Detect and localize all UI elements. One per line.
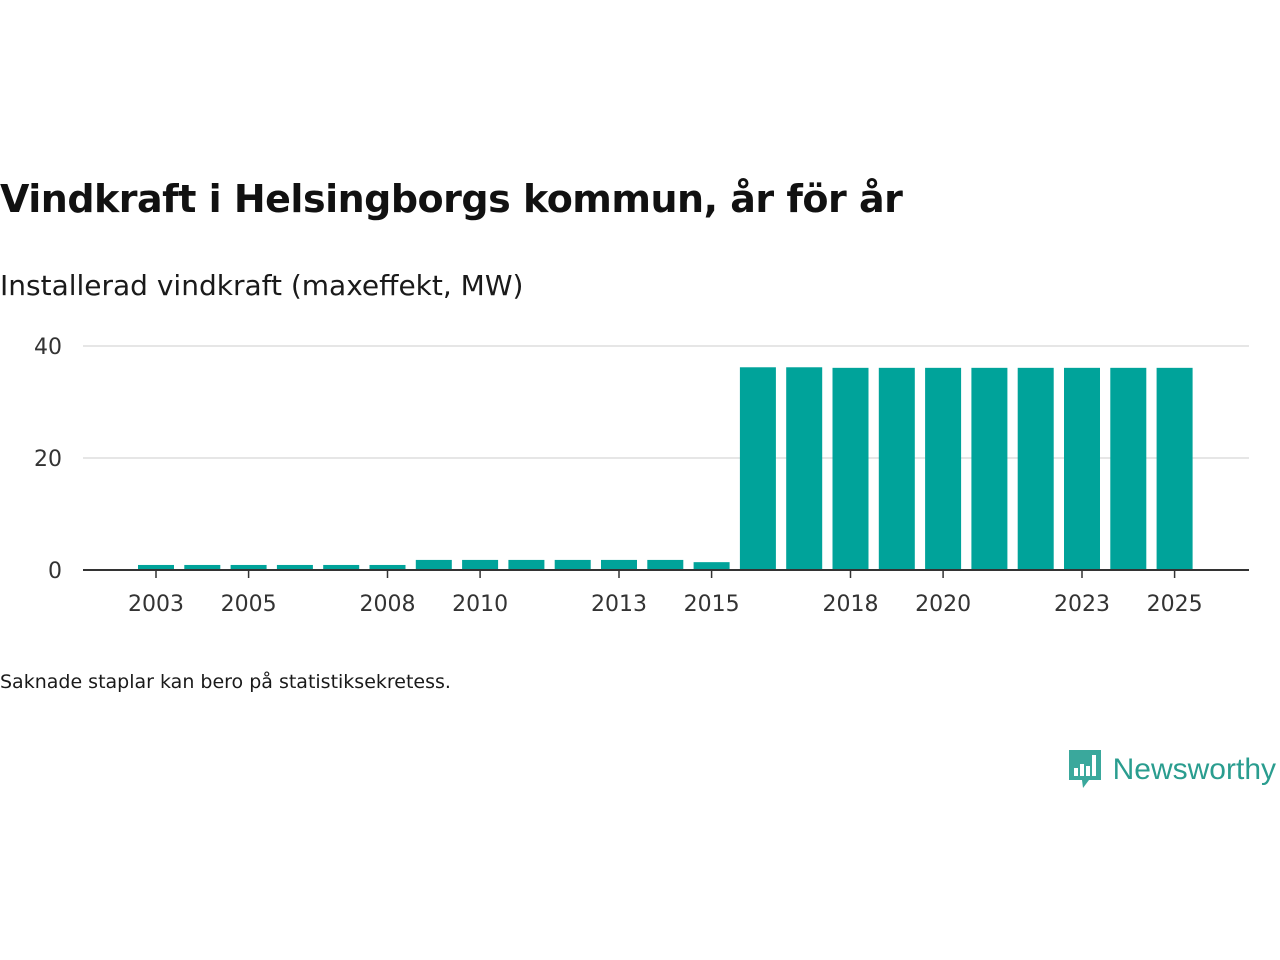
y-tick-label: 40 [34,335,62,360]
bar-2005[interactable] [230,564,267,570]
x-tick-label: 2008 [360,592,416,617]
bar-2008[interactable] [369,564,406,570]
bar-2003[interactable] [138,564,174,570]
bar-2006[interactable] [276,564,313,570]
bar-2009[interactable] [415,559,452,570]
bar-2010[interactable] [462,559,499,570]
bar-2012[interactable] [554,559,591,570]
bar-2021[interactable] [971,367,1008,570]
bars [138,367,1193,570]
x-axis-tick-labels: 2003 2005 2008 2010 2013 2015 2018 2020 2023 2025 [128,592,1203,617]
x-tick-label: 2013 [591,592,647,617]
bar-2014[interactable] [647,559,684,570]
bar-2007[interactable] [323,564,360,570]
x-tick-label: 2015 [684,592,740,617]
x-tick-label: 2025 [1147,592,1203,617]
x-axis [83,569,1249,578]
bar-2013[interactable] [601,559,637,570]
x-tick-label: 2020 [915,592,971,617]
gridlines [83,345,1249,459]
x-tick-label: 2005 [221,592,277,617]
brand-name: Newsworthy [1112,753,1276,786]
bar-2022[interactable] [1017,367,1054,570]
bar-2017[interactable] [786,367,823,570]
x-tick-label: 2023 [1054,592,1110,617]
bar-2019[interactable] [878,367,915,570]
bar-2018[interactable] [832,367,869,570]
bar-2024[interactable] [1110,367,1147,570]
bar-2023[interactable] [1064,367,1100,570]
brand[interactable]: Newsworthy [1067,748,1276,792]
newsworthy-logo-icon [1068,750,1101,788]
bar-2016[interactable] [739,367,776,570]
footnote: Saknade staplar kan bero på statistiksek… [0,671,451,693]
chart-subtitle: Installerad vindkraft (maxeffekt, MW) [0,269,524,302]
x-tick-label: 2003 [128,592,184,617]
y-tick-label: 0 [48,559,62,584]
bar-2020[interactable] [925,367,962,570]
y-tick-label: 20 [34,447,62,472]
y-axis-tick-labels: 0 20 40 [34,335,62,584]
x-tick-label: 2010 [452,592,508,617]
x-tick-label: 2018 [823,592,879,617]
chart-title: Vindkraft i Helsingborgs kommun, år för … [0,177,903,221]
bar-2004[interactable] [184,564,221,570]
bar-2025[interactable] [1156,367,1193,570]
bar-2011[interactable] [508,559,545,570]
bar-2015[interactable] [693,562,730,570]
